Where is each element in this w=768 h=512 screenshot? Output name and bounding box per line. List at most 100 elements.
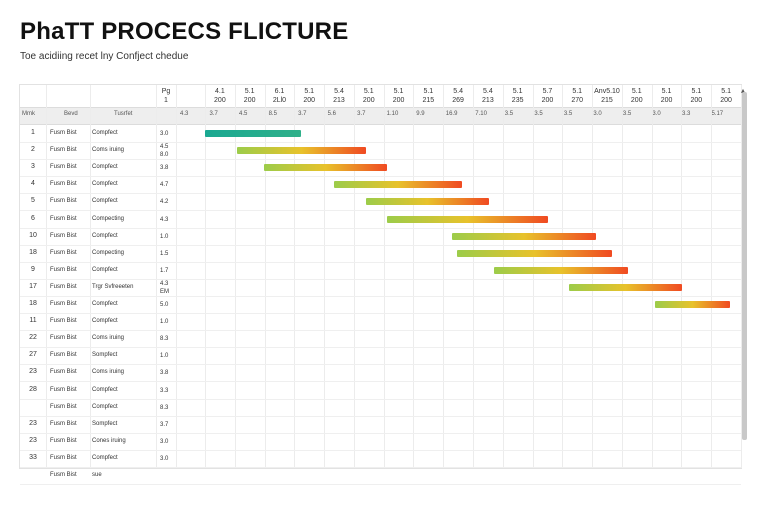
- table-row[interactable]: Fusm Bist Compfect 8.3: [20, 399, 741, 417]
- gantt-task-bar[interactable]: [365, 198, 490, 206]
- column-subheader-label: 3.7: [209, 111, 218, 117]
- task-name: Fusm Bist: [50, 147, 77, 154]
- task-duration: 3.7: [160, 421, 169, 428]
- timeline-header-label: Anv5.10 215: [592, 87, 622, 105]
- timeline-header-line1: 6.1: [274, 88, 285, 95]
- timeline-header-label: 5.1 235: [503, 87, 533, 105]
- gantt-task-bar[interactable]: [456, 249, 613, 257]
- table-row[interactable]: 9 Fusm Bist Compfect 1.7: [20, 262, 741, 280]
- grid-column-line: [533, 85, 534, 468]
- column-subheader-label: 3.5: [504, 111, 514, 117]
- timeline-header-line2: 215: [422, 97, 435, 104]
- table-row[interactable]: 1 Fusm Bist Compfect 3.0: [20, 125, 741, 144]
- row-number: 4: [31, 180, 35, 188]
- table-row[interactable]: 18 Fusm Bist Compfect 5.0: [20, 296, 741, 315]
- table-row[interactable]: 18 Fusm Bist Compecting 1.5: [20, 245, 741, 263]
- grid-column-line: [156, 85, 157, 468]
- timeline-header-line1: 5.1: [572, 88, 583, 95]
- table-row[interactable]: 17 Fusm Bist Trgr Svfreeeten 4.3 EM: [20, 279, 741, 297]
- task-name: Fusm Bist: [50, 386, 77, 393]
- task-resource: Compecting: [92, 249, 125, 256]
- table-row[interactable]: 22 Fusm Bist Coms iruing 8.3: [20, 330, 741, 349]
- task-name: Fusm Bist: [50, 454, 77, 461]
- table-row[interactable]: 11 Fusm Bist Compfect 1.0: [20, 313, 741, 332]
- table-row[interactable]: 4 Fusm Bist Compfect 4.7: [20, 176, 741, 195]
- task-resource: Trgr Svfreeeten: [92, 283, 134, 290]
- gantt-task-bar[interactable]: [237, 147, 366, 155]
- gantt-task-bar[interactable]: [387, 215, 549, 223]
- column-subheader-label: 3.0: [652, 111, 661, 117]
- gantt-task-bar[interactable]: [205, 130, 302, 137]
- task-name: Fusm Bist: [50, 249, 77, 256]
- timeline-header-line1: 5.1: [661, 88, 672, 95]
- table-row[interactable]: 10 Fusm Bist Compfect 1.0: [20, 228, 741, 246]
- task-name: Fusm Bist: [50, 266, 77, 273]
- task-duration: 3.0: [160, 455, 169, 462]
- table-row[interactable]: 3 Fusm Bist Compfect 3.8: [20, 159, 741, 178]
- timeline-header-line2: 200: [214, 97, 226, 104]
- task-duration-secondary: EM: [160, 288, 169, 295]
- task-name: Fusm Bist: [50, 369, 77, 376]
- task-duration: 4.2: [160, 199, 169, 206]
- table-row[interactable]: 23 Fusm Bist Cones iruing 3.0: [20, 433, 741, 451]
- task-name: Fusm Bist: [50, 301, 77, 307]
- timeline-header-line2: 200: [720, 97, 732, 104]
- timeline-header-label: 5.1 215: [413, 87, 443, 105]
- column-subheader-label: 5.17: [711, 111, 724, 117]
- task-duration: 8.3: [160, 336, 169, 343]
- grid-column-line: [741, 85, 742, 468]
- row-number: 23: [29, 419, 37, 427]
- grid-column-line: [711, 85, 712, 468]
- table-row[interactable]: 23 Fusm Bist Sompfect 3.7: [20, 416, 741, 434]
- gantt-task-bar[interactable]: [494, 266, 629, 274]
- timeline-header-line2: 200: [690, 97, 703, 104]
- timeline-header-label: 5.1 200: [354, 87, 384, 105]
- row-number: 28: [29, 385, 37, 393]
- table-row[interactable]: 5 Fusm Bist Compfect 4.2: [20, 193, 741, 212]
- table-row[interactable]: 28 Fusm Bist Compfect 3.3: [20, 382, 741, 400]
- task-resource: Sompfect: [92, 420, 118, 427]
- vertical-scrollbar[interactable]: [742, 92, 747, 440]
- row-number: 2: [31, 146, 35, 154]
- column-subheader-label: 3.7: [298, 111, 307, 117]
- row-number: 1: [31, 129, 35, 136]
- column-subheader-label: Tusrfet: [114, 111, 133, 117]
- task-duration: 1.0: [160, 319, 169, 326]
- grid-column-line: [592, 85, 593, 468]
- scroll-up-icon[interactable]: ▴: [741, 86, 746, 95]
- task-duration: 8.3: [160, 404, 169, 411]
- gantt-task-bar[interactable]: [263, 164, 388, 172]
- grid-column-line: [354, 85, 355, 468]
- task-duration: 4.7: [160, 182, 169, 189]
- task-resource: Compfect: [92, 130, 118, 136]
- grid-column-line: [90, 85, 91, 468]
- row-number: 11: [29, 317, 37, 325]
- column-subheader-label: 4.5: [239, 111, 248, 117]
- table-row[interactable]: 27 Fusm Bist Sompfect 1.0: [20, 347, 741, 366]
- task-resource: Compfect: [92, 266, 118, 273]
- table-row[interactable]: 23 Fusm Bist Coms iruing 3.8: [20, 364, 741, 383]
- task-duration: 4.3: [160, 280, 169, 287]
- table-row[interactable]: 2 Fusm Bist Coms iruing 4.5 8.0: [20, 142, 741, 161]
- grid-column-line: [652, 85, 653, 468]
- table-row[interactable]: Fusm Bist sue: [20, 467, 741, 486]
- timeline-header-line2: 200: [630, 97, 643, 104]
- gantt-task-bar[interactable]: [333, 181, 463, 189]
- timeline-header-line1: 5.1: [304, 88, 315, 95]
- row-number: 18: [29, 248, 37, 256]
- gantt-task-bar[interactable]: [655, 301, 731, 308]
- gantt-task-bar[interactable]: [569, 283, 683, 291]
- column-subheader-label: 4.3: [180, 111, 189, 117]
- table-row[interactable]: 6 Fusm Bist Compecting 4.3: [20, 211, 741, 229]
- timeline-header-label: 5.1 200: [384, 87, 414, 105]
- task-duration: 3.3: [160, 387, 169, 394]
- table-row[interactable]: 33 Fusm Bist Compfect 3.0: [20, 450, 741, 468]
- timeline-header-label: 6.1 2Ll0: [265, 87, 295, 105]
- task-duration: 3.8: [160, 165, 169, 172]
- column-subheader-label: 8.5: [268, 111, 277, 117]
- gantt-task-bar[interactable]: [451, 232, 597, 240]
- timeline-header-line2: 213: [482, 97, 494, 104]
- grid-column-line: [46, 85, 47, 468]
- timeline-header-line1: 5.1: [363, 88, 374, 95]
- task-resource: Coms iruing: [92, 369, 125, 376]
